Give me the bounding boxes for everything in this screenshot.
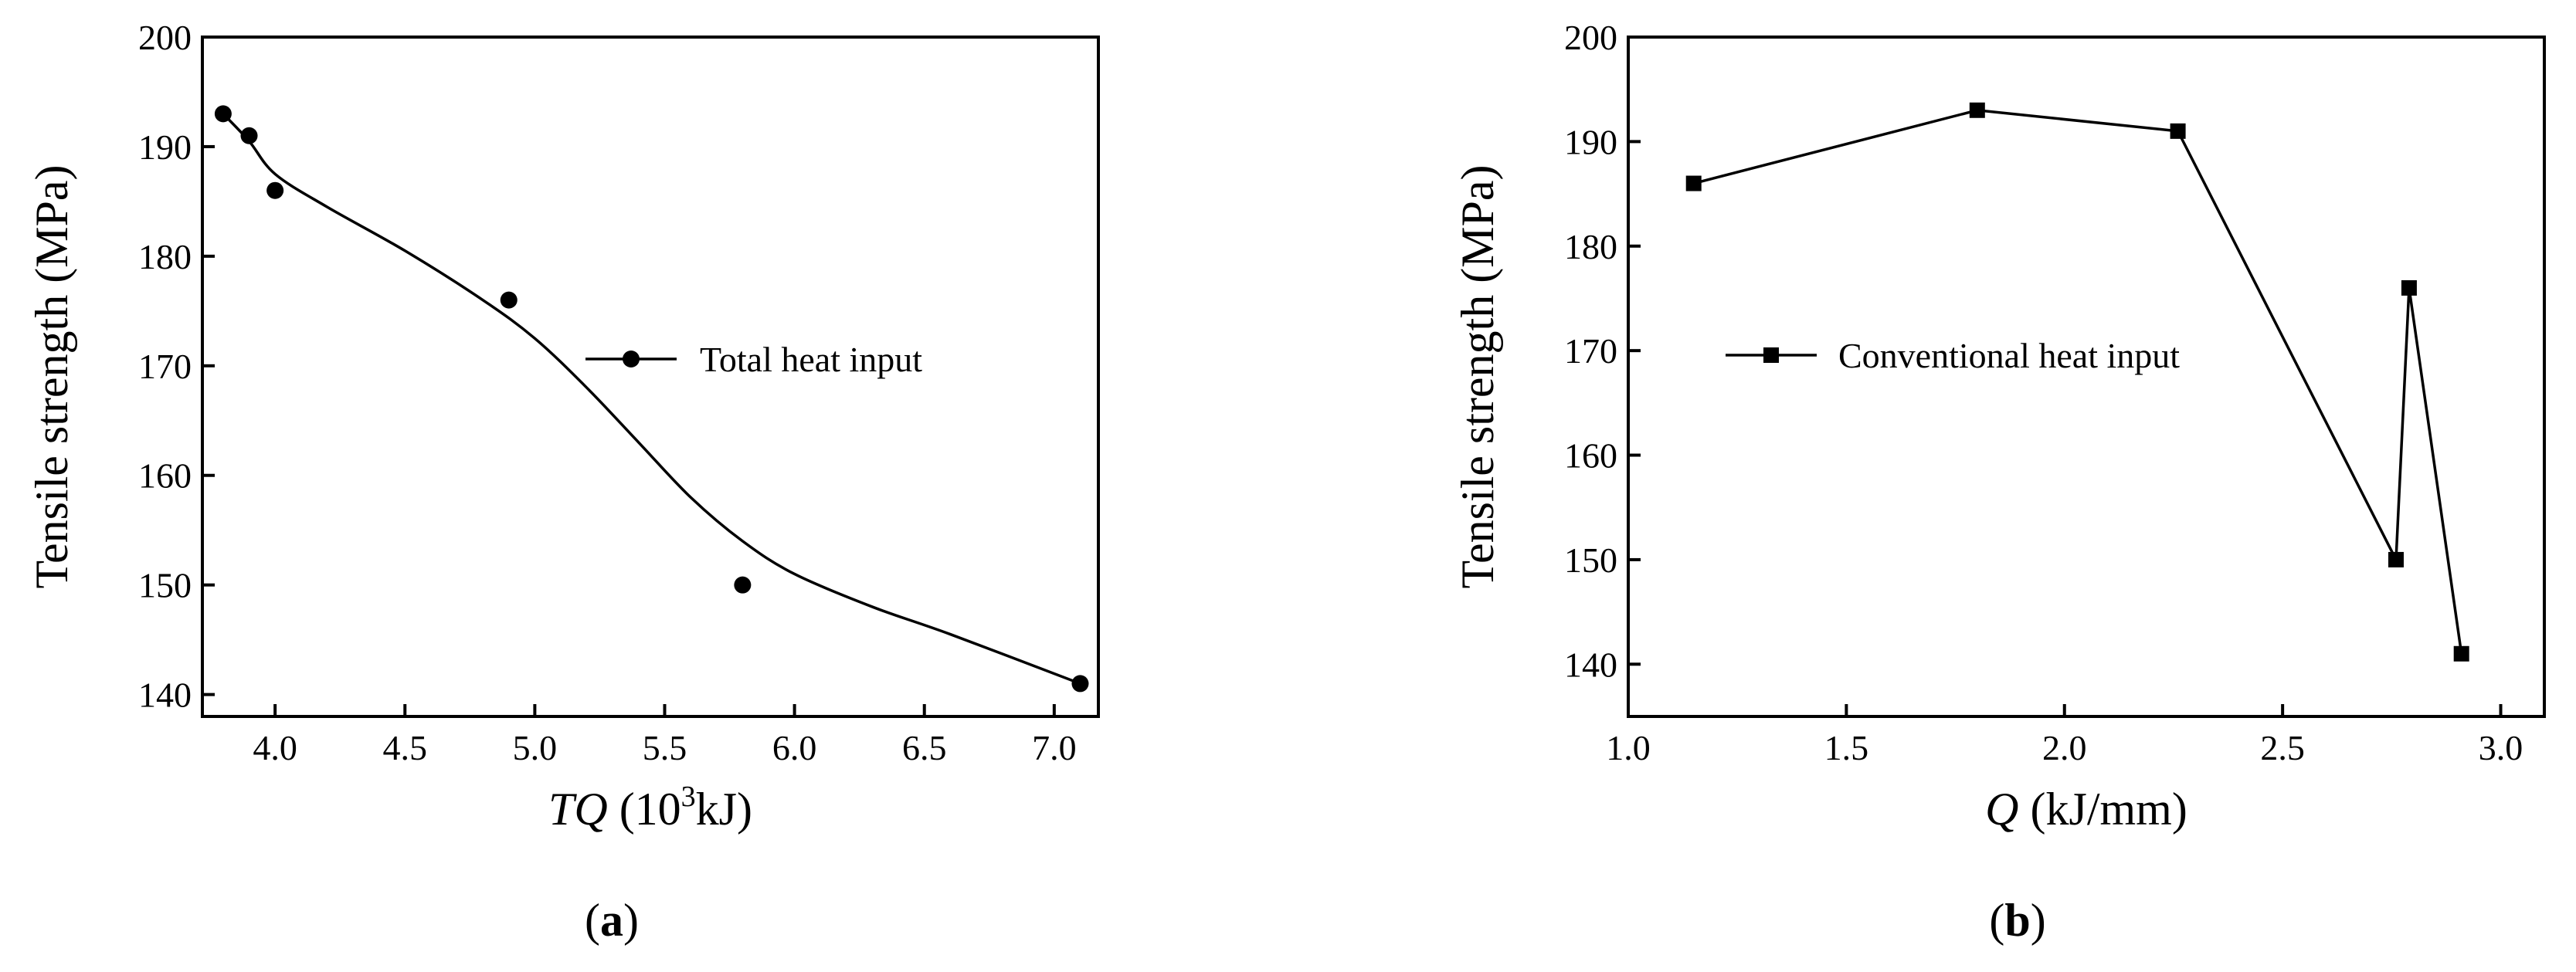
fit-curve	[222, 113, 1081, 686]
y-axis-title: Tensile strength (MPa)	[1452, 164, 1503, 588]
x-tick-label: 6.0	[772, 728, 817, 767]
panel-label-close: )	[2031, 895, 2046, 946]
legend-label: Conventional heat input	[1838, 336, 2180, 375]
data-point	[240, 127, 258, 144]
series-line	[1693, 108, 2463, 655]
panel-label-close: )	[623, 895, 639, 946]
x-tick-label: 5.0	[513, 728, 558, 767]
x-axis-title-units-end: kJ)	[696, 784, 752, 835]
x-tick-label: 2.5	[2260, 728, 2305, 767]
panel-label-letter: b	[2004, 895, 2030, 946]
plot-frame	[201, 36, 1100, 718]
y-tick-label: 200	[138, 18, 192, 57]
panel-label: (a)	[585, 895, 639, 946]
y-tick-label: 170	[1564, 331, 1617, 371]
y-tick-label: 160	[138, 456, 192, 496]
y-tick-label: 190	[138, 127, 192, 167]
panel-label-open: (	[585, 895, 600, 946]
data-point	[734, 576, 752, 594]
x-tick-label: 1.5	[1824, 728, 1869, 767]
y-tick-label: 160	[1564, 436, 1617, 476]
plot-frame	[1627, 36, 2546, 718]
data-point	[2388, 551, 2404, 567]
y-tick-label: 140	[1564, 645, 1617, 684]
data-point	[2401, 279, 2417, 296]
y-tick-label: 180	[1564, 227, 1617, 266]
x-axis-title: Q (kJ/mm)	[1985, 784, 2187, 835]
y-axis-title: Tensile strength (MPa)	[26, 164, 77, 588]
y-tick-label: 190	[1564, 122, 1617, 161]
panel-label-open: (	[1989, 895, 2004, 946]
x-axis-title: TQ (103kJ)	[548, 781, 752, 835]
x-tick-label: 1.0	[1606, 728, 1651, 767]
data-point	[1071, 675, 1089, 693]
data-point	[2453, 645, 2469, 662]
legend-marker	[623, 351, 640, 367]
y-tick-label: 150	[138, 566, 192, 605]
x-tick-label: 2.0	[2042, 728, 2087, 767]
data-point	[1969, 102, 1985, 118]
y-tick-label: 200	[1564, 18, 1617, 57]
legend-marker	[1763, 347, 1779, 363]
x-tick-label: 4.0	[253, 728, 297, 767]
panel-label-letter: a	[600, 895, 623, 946]
y-tick-label: 140	[138, 676, 192, 715]
legend-label: Total heat input	[700, 340, 922, 379]
data-point	[500, 291, 518, 309]
data-point	[214, 105, 232, 123]
legend: Conventional heat input	[1726, 336, 2180, 375]
legend: Total heat input	[585, 340, 922, 379]
x-tick-label: 5.5	[643, 728, 687, 767]
y-tick-label: 150	[1564, 540, 1617, 580]
chart-panel-b: 140 150 160 170 180 190 200 1.0 1.5 2.0 2.5 3.0 Tens…	[1452, 18, 2546, 946]
x-axis-title-variable: TQ	[548, 784, 608, 835]
y-tick-label: 170	[138, 347, 192, 386]
x-axis-title-units: (kJ/mm)	[2019, 784, 2187, 835]
data-point	[266, 181, 284, 199]
x-tick-label: 7.0	[1032, 728, 1077, 767]
x-tick-label: 6.5	[902, 728, 947, 767]
data-point	[2170, 123, 2186, 139]
x-tick-label: 3.0	[2479, 728, 2523, 767]
chart-panel-a: 140 150 160 170 180 190 200 4.0 4.5 5.0 5.5 6.0 6.5 7…	[26, 18, 1100, 946]
data-point	[1685, 175, 1702, 191]
y-tick-label: 180	[138, 237, 192, 276]
x-axis-title-variable: Q	[1985, 784, 2018, 835]
x-axis-title-units: (10	[608, 784, 681, 835]
panel-label: (b)	[1989, 895, 2045, 946]
x-tick-label: 4.5	[383, 728, 428, 767]
x-axis-title-superscript: 3	[681, 781, 696, 813]
